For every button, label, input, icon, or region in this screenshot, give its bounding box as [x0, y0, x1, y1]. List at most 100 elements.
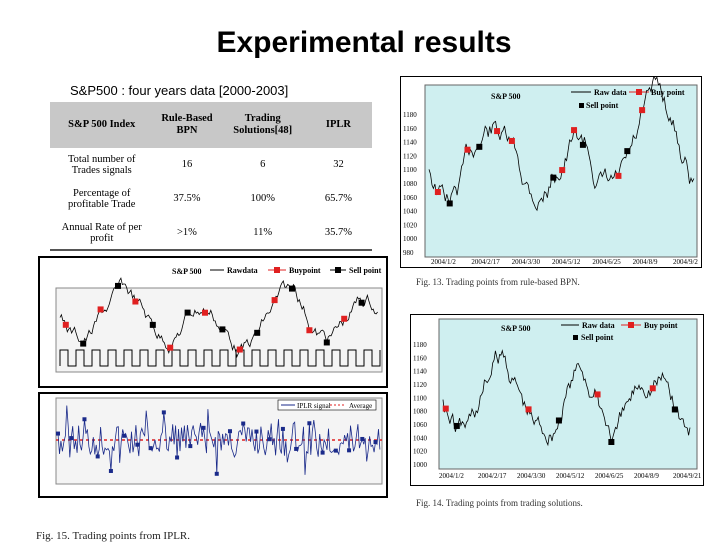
x-tick-label: 2004/6/25	[595, 472, 624, 480]
fig13-legend-raw: Raw data	[594, 88, 627, 97]
fig15-legend-sell: Sell point	[349, 266, 382, 275]
y-tick-label: 1160	[403, 125, 417, 133]
fig14-legend-sell: Sell point	[581, 333, 614, 342]
signal-point	[241, 421, 246, 426]
table-row-label: Total number of Trades signals	[67, 154, 136, 176]
buy-point	[571, 127, 578, 134]
x-tick-label: 2004/8/9	[634, 472, 659, 480]
table-row: Percentage of profitable Trade 37.5% 100…	[50, 182, 372, 216]
sell-point	[624, 148, 631, 155]
buy-point	[434, 189, 441, 196]
fig15-lower-legend-box	[277, 399, 377, 411]
x-tick-label: 2004/6/25	[592, 258, 621, 266]
fig13-raw-line	[428, 74, 695, 212]
table-cell: 37.5%	[173, 193, 201, 204]
signal-point	[307, 421, 312, 426]
fig14-legend-buy-marker	[628, 322, 634, 328]
sell-point	[550, 174, 557, 181]
table-header-bpn: Rule-Based BPN	[153, 102, 221, 148]
y-tick-label: 1060	[413, 421, 428, 429]
y-tick-label: 1100	[413, 394, 427, 402]
sell-point	[476, 143, 483, 150]
buy-point	[167, 344, 174, 351]
table-cell: 100%	[250, 193, 275, 204]
slide-title: Experimental results	[216, 26, 512, 59]
fig14-raw-line	[442, 349, 691, 447]
signal-point	[227, 429, 232, 434]
signal-point	[254, 429, 259, 434]
table-row-label: Annual Rate of per profit	[61, 221, 142, 244]
y-tick-label: 1020	[413, 448, 428, 456]
table-header-trading-solutions: Trading Solutions[48]	[220, 102, 305, 148]
buy-point	[464, 146, 471, 153]
fig15-legend-raw: Rawdata	[227, 266, 258, 275]
sell-point	[453, 422, 460, 429]
fig13-legend-buy: Buy point	[651, 88, 685, 97]
sell-point	[149, 321, 156, 328]
table-row: Total number of Trades signals 16 6 32	[50, 148, 372, 182]
fig13-caption: Fig. 13. Trading points from rule-based …	[416, 277, 580, 287]
y-tick-label: 1140	[403, 139, 417, 147]
buy-point	[306, 327, 313, 334]
y-tick-label: 1120	[403, 152, 417, 160]
signal-point	[175, 455, 180, 460]
fig13-legend-sell-marker	[579, 103, 584, 108]
y-tick-label: 980	[403, 249, 414, 257]
fig15-legend-buy-marker	[274, 267, 280, 273]
signal-point	[108, 468, 113, 473]
buy-point	[62, 321, 69, 328]
y-tick-label: 1120	[413, 381, 427, 389]
fig14-legend-sell-marker	[573, 335, 578, 340]
sell-point	[184, 309, 191, 316]
signal-point	[161, 410, 166, 415]
y-tick-label: 1080	[403, 180, 418, 188]
x-tick-label: 2004/1/2	[439, 472, 464, 480]
signal-point	[333, 448, 338, 453]
sell-point	[608, 439, 615, 446]
results-table: S&P 500 Index Rule-Based BPN Trading Sol…	[50, 102, 372, 251]
slide-subtitle: S&P500 : four years data [2000-2003]	[70, 83, 289, 98]
table-cell: 11%	[253, 226, 273, 238]
x-tick-label: 2004/3/30	[512, 258, 541, 266]
buy-point	[132, 298, 139, 305]
x-tick-label: 2004/9/2	[673, 258, 698, 266]
table-row-label: Percentage of profitable Trade	[68, 188, 136, 210]
fig13-y-ticks: 1180 1160 1140 1120 1100 1080 1060 1040 1020 1000…	[403, 111, 418, 257]
sell-point	[254, 329, 261, 336]
buy-point	[442, 405, 449, 412]
signal-point	[69, 436, 74, 441]
y-tick-label: 1040	[413, 434, 428, 442]
fig15-caption: Fig. 15. Trading points from IPLR.	[36, 530, 191, 542]
x-tick-label: 2004/8/9	[633, 258, 658, 266]
fig15-lower-legend-avg: Average	[349, 402, 372, 410]
y-tick-label: 1140	[413, 368, 427, 376]
y-tick-label: 1180	[413, 341, 427, 349]
signal-point	[294, 446, 299, 451]
fig15-lower-legend-signal: IPLR signal	[297, 402, 331, 410]
fig14-legend-buy: Buy point	[644, 321, 678, 330]
fig15-plot-bg	[55, 287, 383, 373]
fig13-legend-buy-marker	[636, 89, 642, 95]
fig14-title: S&P 500	[501, 324, 531, 333]
fig15-legend-buy: Buypoint	[289, 266, 321, 275]
fig14-y-ticks: 1180 1160 1140 1120 1100 1080 1060 1040 1020 1000	[413, 341, 428, 469]
x-tick-label: 2004/5/12	[556, 472, 585, 480]
signal-point	[82, 417, 87, 422]
fig15-lower-svg: IPLR signal Average	[55, 397, 383, 485]
signal-point	[320, 450, 325, 455]
fig14-caption: Fig. 14. Trading points from trading sol…	[416, 498, 583, 508]
fig15-signal-line	[57, 405, 381, 475]
table-cell: >1%	[177, 226, 197, 238]
buy-point	[508, 137, 515, 144]
fig14-chart: S&P 500 Raw data Buy point Sell point 11…	[410, 314, 704, 486]
fig15-pulse-line	[59, 349, 381, 367]
fig13-legend-sell: Sell point	[586, 101, 619, 110]
sell-point	[555, 417, 562, 424]
y-tick-label: 1100	[403, 166, 417, 174]
fig13-x-ticks: 2004/1/2 2004/2/17 2004/3/30 2004/5/12 2004/…	[431, 258, 698, 266]
signal-point	[188, 444, 193, 449]
signal-point	[95, 454, 100, 459]
x-tick-label: 2004/1/2	[431, 258, 456, 266]
buy-point	[202, 309, 208, 316]
fig15-raw-line	[59, 277, 378, 358]
